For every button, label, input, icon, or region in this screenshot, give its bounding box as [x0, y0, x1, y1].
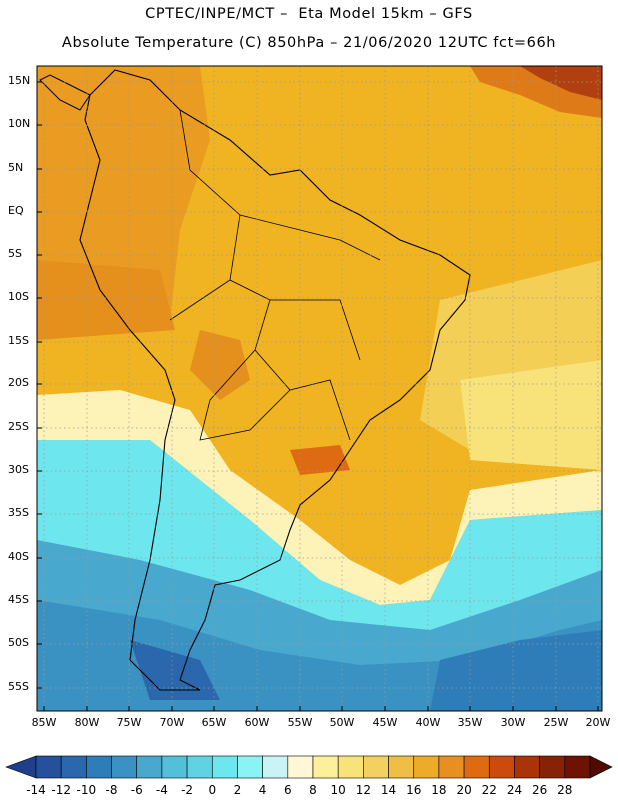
- colorbar-cell: [161, 755, 188, 779]
- colorbar-label: 28: [557, 783, 573, 797]
- colorbar-label: 24: [506, 783, 523, 797]
- colorbar-label: -14: [26, 783, 46, 797]
- colorbar-label: -12: [51, 783, 71, 797]
- chart-title-line2: Absolute Temperature (C) 850hPa – 21/06/…: [61, 35, 557, 51]
- lat-label: 40S: [8, 550, 29, 563]
- colorbar-label: 8: [309, 783, 317, 797]
- colorbar-max-arrow: [589, 755, 613, 779]
- lon-label: 80W: [74, 716, 100, 729]
- field-blue3: [430, 630, 602, 711]
- lon-label: 60W: [244, 716, 270, 729]
- field-hot-ne: [520, 66, 602, 100]
- colorbar-label: 20: [456, 783, 472, 797]
- colorbar: [5, 755, 613, 779]
- lat-label: 10S: [8, 290, 29, 303]
- lat-label: 50S: [8, 636, 29, 649]
- colorbar-label: 10: [330, 783, 346, 797]
- lon-label: 55W: [287, 716, 313, 729]
- lat-label: 30S: [8, 463, 29, 476]
- colorbar-label: 0: [208, 783, 217, 797]
- lon-label: 45W: [372, 716, 398, 729]
- colorbar-cell: [337, 755, 364, 779]
- lon-label: 65W: [201, 716, 227, 729]
- lon-label: 35W: [457, 716, 483, 729]
- lon-label: 20W: [585, 716, 611, 729]
- colorbar-cell: [438, 755, 465, 779]
- map-frame: [36, 65, 603, 712]
- field-warm-south: [290, 445, 350, 475]
- lon-label: 40W: [415, 716, 441, 729]
- country-borders: [169, 109, 381, 441]
- colorbar-cell: [463, 755, 490, 779]
- colorbar-label: 26: [531, 783, 548, 797]
- colorbar-label: -10: [76, 783, 97, 797]
- colorbar-cell: [60, 755, 87, 779]
- colorbar-cell: [111, 755, 138, 779]
- colorbar-cell: [363, 755, 389, 779]
- lat-label: 15S: [8, 334, 29, 347]
- lat-label: 55S: [8, 680, 29, 693]
- chart-title-line1: CPTEC/INPE/MCT – Eta Model 15km – GFS: [145, 6, 473, 22]
- lat-label: EQ: [8, 204, 24, 217]
- lat-label: 5S: [8, 247, 22, 260]
- lat-label: 45S: [8, 593, 29, 606]
- colorbar-cell: [312, 755, 339, 779]
- colorbar-label: -8: [105, 783, 118, 797]
- field-lightyellow-east: [460, 360, 602, 470]
- colorbar-min-arrow: [5, 755, 37, 779]
- axis-ticks: [37, 81, 599, 711]
- colorbar-label: -2: [181, 783, 194, 797]
- south-america-outline: [79, 69, 471, 691]
- colorbar-label: -6: [130, 783, 143, 797]
- lon-label: 75W: [116, 716, 142, 729]
- lat-label: 25S: [8, 420, 29, 433]
- colorbar-cell: [237, 755, 263, 779]
- colorbar-cell: [413, 755, 440, 779]
- colorbar-cell: [35, 755, 62, 779]
- colorbar-cell: [488, 755, 515, 779]
- colorbar-cell: [186, 755, 213, 779]
- temperature-map: [36, 65, 603, 712]
- lon-label: 25W: [543, 716, 569, 729]
- lon-label: 50W: [329, 716, 355, 729]
- colorbar-cell: [287, 755, 314, 779]
- colorbar-label: 12: [355, 783, 371, 797]
- field-orange-west2: [37, 260, 175, 340]
- field-cold-patagonia: [130, 640, 220, 700]
- colorbar-label: -4: [155, 783, 168, 797]
- field-cream-band: [37, 390, 602, 605]
- colorbar-cell: [388, 755, 415, 779]
- lat-label: 20S: [8, 376, 29, 389]
- lon-label: 85W: [31, 716, 57, 729]
- lat-label: 5N: [8, 161, 24, 174]
- colorbar-cell: [514, 755, 540, 779]
- colorbar-label: 14: [380, 783, 397, 797]
- field-warm-bolivia: [190, 330, 250, 400]
- lat-label: 10N: [8, 117, 31, 130]
- lat-label: 35S: [8, 506, 29, 519]
- lat-label: 15N: [8, 74, 31, 87]
- lon-label: 30W: [500, 716, 526, 729]
- field-orange-west: [37, 66, 210, 320]
- colorbar-label: 6: [283, 783, 292, 797]
- colorbar-cell: [262, 755, 289, 779]
- colorbar-cell: [539, 755, 566, 779]
- colorbar-label: 2: [233, 783, 242, 797]
- colorbar-label: 22: [481, 783, 497, 797]
- colorbar-label: 16: [406, 783, 422, 797]
- colorbar-cell: [211, 755, 238, 779]
- colorbar-cell: [136, 755, 163, 779]
- lon-label: 70W: [159, 716, 185, 729]
- colorbar-cell: [564, 755, 591, 779]
- colorbar-label: 18: [431, 783, 447, 797]
- colorbar-label: 4: [258, 783, 267, 797]
- colorbar-cell: [86, 755, 112, 779]
- central-america-outline: [39, 74, 91, 111]
